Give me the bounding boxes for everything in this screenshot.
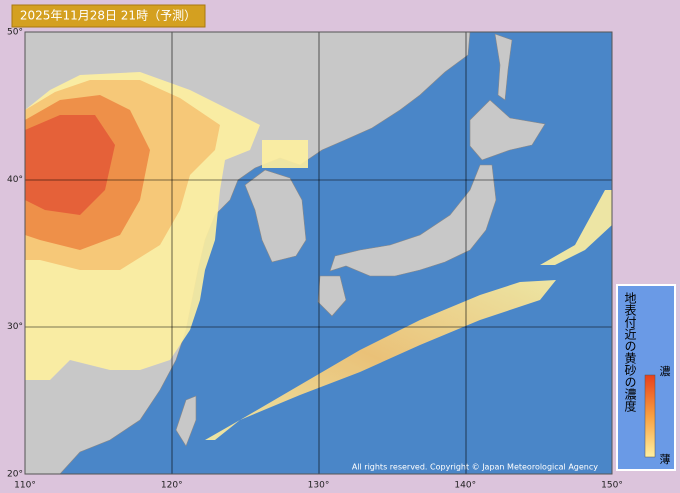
title-box	[11, 4, 206, 28]
lat-label: 50°	[7, 28, 23, 38]
legend-title: 地表付近の黄砂の濃度	[623, 292, 637, 412]
lat-label: 30°	[7, 322, 23, 332]
lon-label: 120°	[161, 481, 183, 491]
copyright: All rights reserved. Copyright © Japan M…	[352, 463, 598, 472]
lon-label: 150°	[601, 481, 623, 491]
lon-label: 140°	[454, 481, 476, 491]
lat-label: 40°	[7, 175, 23, 185]
dust-plume	[25, 72, 612, 440]
lat-label: 20°	[7, 470, 23, 480]
lon-label: 110°	[14, 481, 36, 491]
title: 2025年11月28日 21時（予測）	[20, 9, 196, 23]
legend-high: 濃	[660, 364, 671, 378]
map-frame	[24, 31, 613, 475]
map-area	[25, 32, 612, 474]
graticule	[25, 32, 612, 474]
lon-label: 130°	[308, 481, 330, 491]
legend-colorbar	[644, 374, 656, 458]
legend-low: 薄	[660, 452, 671, 466]
